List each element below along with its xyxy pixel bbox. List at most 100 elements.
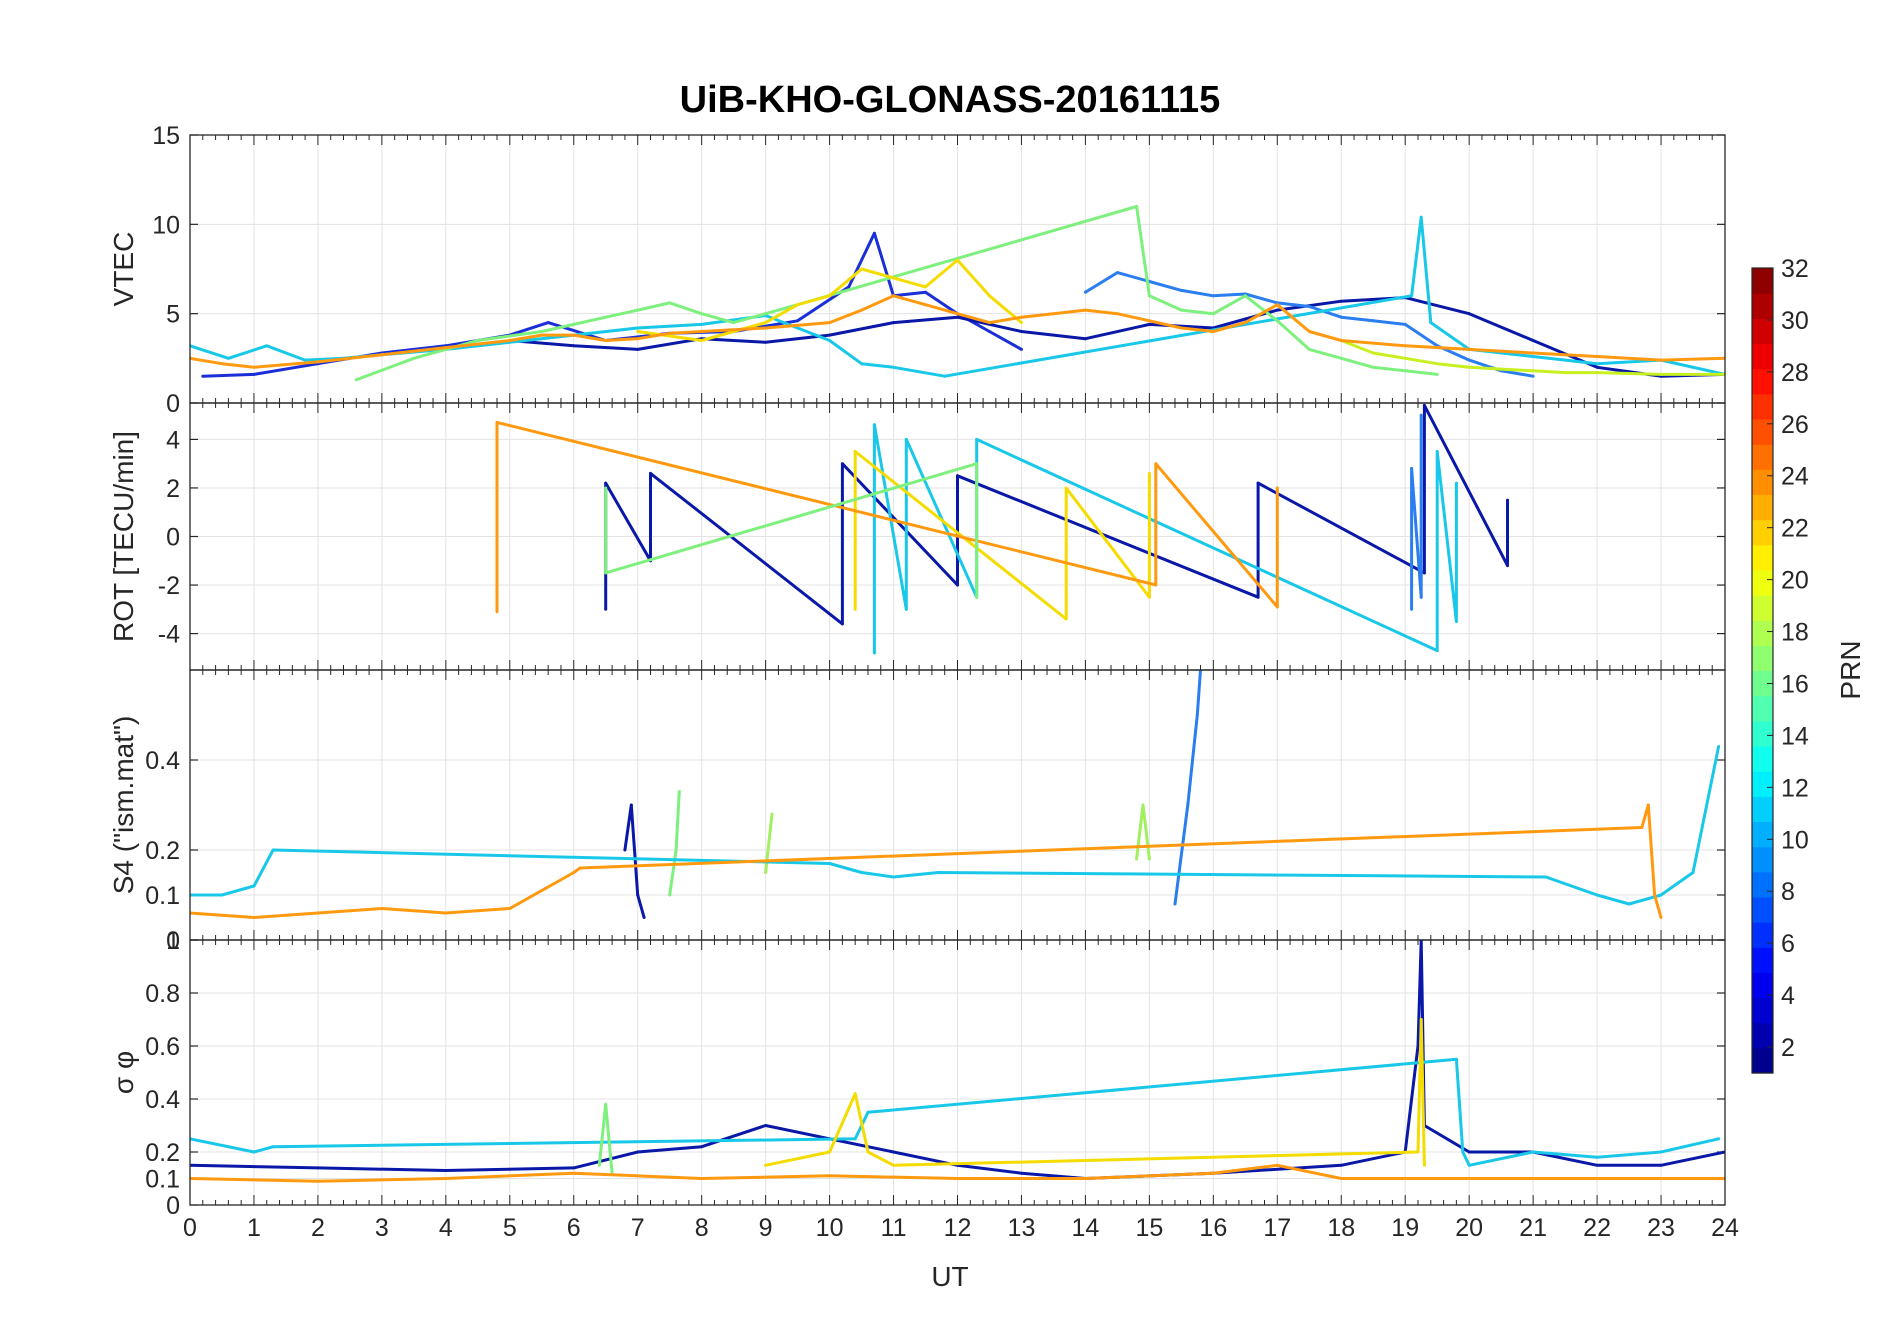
colorbar-tick-label: 10 (1781, 826, 1809, 854)
data-point (956, 474, 959, 478)
colorbar-segment (1752, 318, 1773, 345)
x-tick-label: 23 (1647, 1214, 1675, 1242)
data-point (636, 347, 640, 351)
data-point (860, 871, 864, 874)
data-point (1275, 605, 1279, 609)
data-point (892, 321, 895, 325)
data-point (872, 423, 876, 427)
data-point (700, 1177, 704, 1180)
data-point (220, 893, 224, 897)
data-point (1410, 467, 1414, 470)
data-point (1646, 803, 1650, 807)
data-point (1403, 322, 1407, 326)
series-line-2 (765, 1018, 1426, 1167)
data-point (604, 481, 608, 485)
data-point (828, 333, 832, 337)
data-point (764, 340, 768, 344)
data-point (636, 308, 640, 312)
data-point (316, 1179, 320, 1183)
data-point (1435, 372, 1439, 376)
data-point (252, 365, 256, 369)
data-point (316, 911, 320, 915)
data-point (1422, 403, 1426, 407)
data-point (1467, 358, 1471, 362)
data-point (1275, 308, 1279, 312)
colorbar-segment (1752, 846, 1773, 873)
data-point (1403, 356, 1407, 360)
axes-frame (189, 939, 1726, 1206)
data-point (975, 437, 979, 441)
data-point (1499, 367, 1503, 371)
data-point (540, 330, 544, 333)
data-point (674, 848, 678, 852)
data-point (764, 871, 768, 874)
data-point (1020, 315, 1023, 319)
colorbar-tick-label: 32 (1781, 255, 1809, 283)
series-line-4 (355, 205, 1438, 382)
data-point (1595, 371, 1599, 375)
data-point (1339, 1177, 1343, 1180)
data-point (1147, 294, 1151, 298)
data-point (956, 583, 959, 587)
data-point (1429, 321, 1433, 325)
data-point (700, 1145, 704, 1149)
series-line-0 (623, 803, 646, 918)
data-point (1211, 294, 1215, 298)
data-point (975, 595, 979, 599)
colorbar-tick-label: 28 (1781, 359, 1809, 387)
data-point (1339, 299, 1343, 303)
data-point (1435, 450, 1439, 453)
colorbar-segment (1752, 595, 1773, 621)
panel-ROT: -4 -2 0 2 4 ROT [TECU/min] (108, 402, 1726, 671)
data-point (1422, 1163, 1426, 1167)
data-point (1659, 893, 1663, 897)
data-point (1179, 326, 1183, 330)
y-tick-label: 0.6 (145, 1033, 180, 1061)
data-point (629, 803, 633, 807)
data-point (252, 916, 256, 919)
data-point (1147, 857, 1151, 861)
data-point (1531, 339, 1535, 342)
data-point (975, 462, 979, 466)
data-point (860, 308, 864, 312)
data-point (1371, 365, 1375, 369)
data-point (1717, 1137, 1721, 1141)
x-tick-label: 20 (1455, 1214, 1483, 1242)
data-point (546, 321, 550, 325)
colorbar-segment (1752, 745, 1773, 772)
data-point (636, 893, 640, 897)
data-point (1467, 365, 1471, 369)
data-point (860, 267, 864, 271)
data-point (943, 374, 947, 378)
x-tick-label: 6 (567, 1214, 581, 1242)
data-point (495, 610, 499, 614)
x-tick-label: 21 (1519, 1214, 1547, 1242)
data-point (828, 1150, 832, 1154)
data-point (495, 420, 499, 424)
data-point (1115, 312, 1119, 316)
data-point (1659, 1150, 1663, 1154)
data-point (380, 907, 384, 910)
series-group (190, 670, 1721, 919)
data-point (623, 848, 627, 852)
data-point (1243, 294, 1247, 298)
series-line-5 (604, 462, 979, 598)
colorbar-segment (1752, 896, 1773, 923)
data-point (1640, 826, 1644, 829)
data-point (1211, 1171, 1215, 1175)
colorbar-segment (1752, 368, 1773, 395)
data-point (252, 884, 256, 888)
colorbar-segment (1752, 670, 1773, 697)
data-point (1416, 1150, 1420, 1154)
data-point (1419, 215, 1423, 219)
data-point (604, 339, 608, 342)
data-point (226, 356, 230, 360)
x-tick-label: 22 (1583, 1214, 1611, 1242)
data-point (1083, 290, 1087, 294)
data-point (220, 362, 224, 366)
x-tick-label: 1 (247, 1214, 261, 1242)
data-point (924, 303, 927, 307)
data-point (853, 450, 857, 453)
